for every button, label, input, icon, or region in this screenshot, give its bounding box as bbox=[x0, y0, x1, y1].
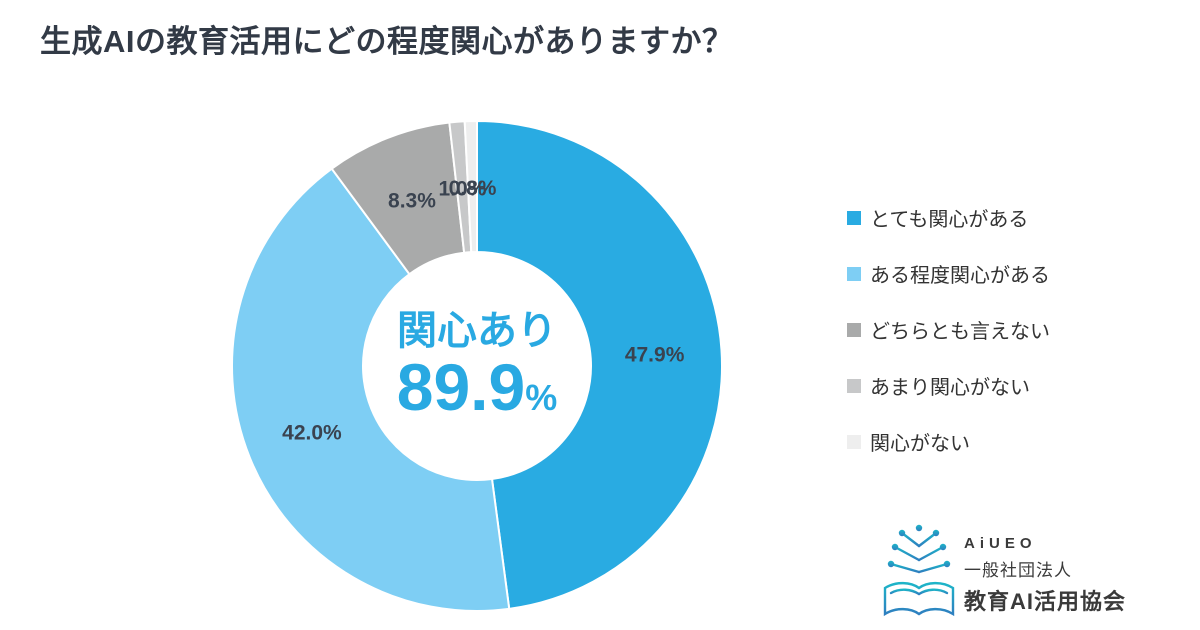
legend-label: とても関心がある bbox=[870, 209, 1029, 231]
legend-swatch-icon bbox=[847, 210, 861, 225]
legend-item: どちらとも言えない bbox=[847, 315, 1050, 344]
legend-swatch-icon bbox=[847, 266, 861, 281]
chart-legend: とても関心がある ある程度関心がある どちらとも言えない あまり関心がない 関心… bbox=[847, 203, 1050, 483]
donut-segment-label: 42.0% bbox=[282, 422, 342, 445]
logo-org-name: 教育AI活用協会 bbox=[964, 589, 1127, 614]
donut-segment-label: 0.8% bbox=[449, 177, 497, 200]
center-label-text: 関心あり bbox=[397, 309, 557, 354]
donut-segment-label: 47.9% bbox=[625, 343, 685, 366]
legend-item: ある程度関心がある bbox=[847, 259, 1050, 288]
donut-segment-label: 1.0% bbox=[439, 178, 487, 201]
center-value-number: 89.9 bbox=[396, 350, 526, 425]
legend-label: どちらとも言えない bbox=[870, 321, 1050, 343]
donut-center-label: 関心あり 89.9% bbox=[363, 252, 591, 480]
page-title: 生成AIの教育活用にどの程度関心がありますか？ bbox=[40, 24, 734, 59]
legend-swatch-icon bbox=[847, 378, 861, 393]
logo-org-type: 一般社団法人 bbox=[964, 561, 1072, 580]
legend-label: あまり関心がない bbox=[870, 377, 1030, 399]
center-value-unit: % bbox=[525, 377, 558, 419]
legend-item: あまり関心がない bbox=[847, 371, 1050, 400]
donut-segment-label: 8.3% bbox=[388, 189, 436, 212]
legend-item: 関心がない bbox=[847, 427, 1050, 456]
legend-swatch-icon bbox=[847, 434, 861, 449]
book-tree-logo-icon bbox=[880, 520, 958, 622]
center-label-value: 89.9% bbox=[397, 353, 557, 422]
legend-label: 関心がない bbox=[870, 433, 970, 455]
organization-logo: AiUEO 一般社団法人 教育AI活用協会 bbox=[880, 520, 1126, 622]
logo-brand: AiUEO bbox=[964, 535, 1037, 552]
organization-name: AiUEO 一般社団法人 教育AI活用協会 bbox=[964, 535, 1126, 622]
legend-item: とても関心がある bbox=[847, 203, 1050, 232]
legend-label: ある程度関心がある bbox=[870, 265, 1050, 287]
legend-swatch-icon bbox=[847, 322, 861, 337]
